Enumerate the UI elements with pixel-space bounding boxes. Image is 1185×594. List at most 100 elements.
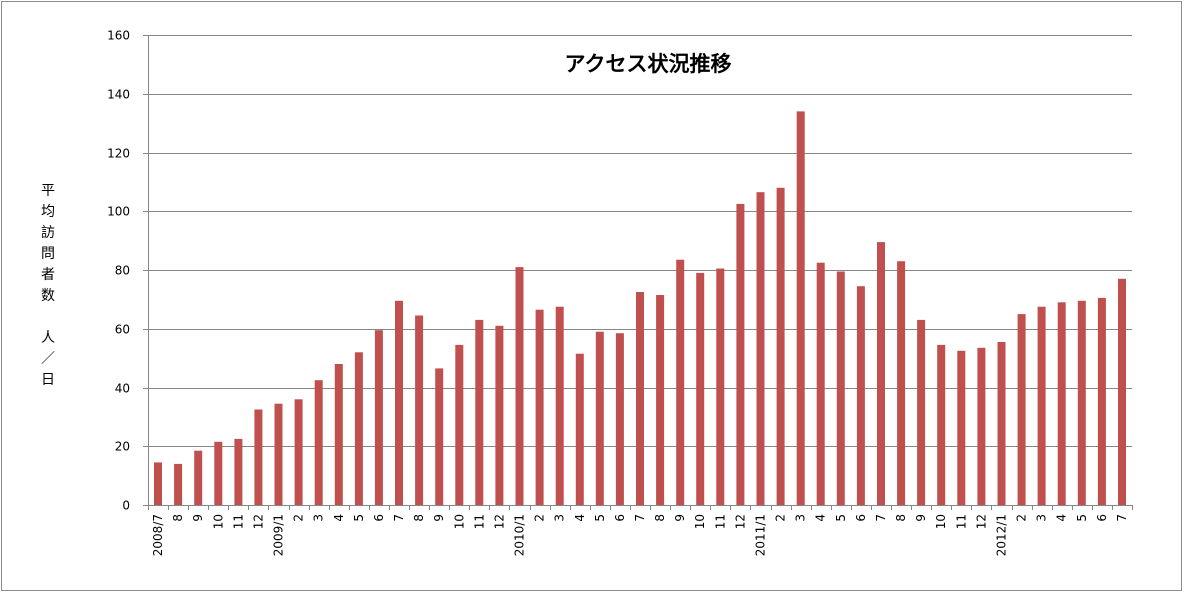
bar bbox=[1057, 302, 1066, 505]
x-tick-label: 6 bbox=[613, 514, 627, 522]
x-tick-label: 2008/7 bbox=[151, 514, 165, 556]
y-axis-label-char: ／ bbox=[41, 351, 55, 367]
x-tick-label: 2011/1 bbox=[754, 514, 768, 556]
x-tick-label: 2009/1 bbox=[272, 514, 286, 556]
bar bbox=[716, 268, 725, 505]
x-tick-label: 5 bbox=[1075, 514, 1089, 522]
bar bbox=[897, 261, 906, 505]
x-tick-label: 3 bbox=[553, 514, 567, 522]
x-tick-label: 9 bbox=[191, 514, 205, 522]
x-tick-label: 6 bbox=[854, 514, 868, 522]
bar bbox=[395, 300, 403, 505]
x-tick-label: 2 bbox=[533, 514, 547, 522]
y-tick-label: 80 bbox=[115, 264, 130, 278]
bar bbox=[575, 353, 584, 505]
x-tick-label: 10 bbox=[934, 514, 948, 529]
bar bbox=[1077, 300, 1086, 505]
bar bbox=[1037, 306, 1046, 505]
bar bbox=[334, 364, 343, 505]
x-tick-label: 12 bbox=[733, 514, 747, 529]
x-tick-label: 4 bbox=[814, 514, 828, 522]
x-tick-label: 9 bbox=[673, 514, 687, 522]
x-tick-label: 8 bbox=[412, 514, 426, 522]
bar bbox=[154, 462, 162, 505]
x-tick-label: 11 bbox=[231, 514, 245, 529]
x-tick-label: 3 bbox=[1035, 514, 1049, 522]
y-tick-labels: 0 20 40 60 80 100 120 140 160 bbox=[107, 29, 130, 513]
bar bbox=[997, 342, 1006, 505]
y-axis-label-char bbox=[41, 309, 55, 325]
x-tick-label: 6 bbox=[372, 514, 386, 522]
bar bbox=[656, 295, 665, 505]
bar bbox=[676, 259, 685, 505]
x-tick-label: 7 bbox=[392, 514, 406, 522]
y-tick-label: 40 bbox=[115, 382, 130, 396]
bar bbox=[796, 111, 805, 506]
bar bbox=[435, 368, 444, 505]
x-tick-label: 5 bbox=[834, 514, 848, 522]
bar bbox=[917, 319, 926, 505]
x-tick-label: 9 bbox=[432, 514, 446, 522]
bar bbox=[294, 399, 303, 506]
x-tick-label: 10 bbox=[452, 514, 466, 529]
x-tick-label: 7 bbox=[633, 514, 647, 522]
bar bbox=[174, 463, 183, 505]
x-tick-label: 12 bbox=[974, 514, 988, 529]
bar bbox=[856, 286, 865, 505]
bar bbox=[455, 344, 464, 505]
bar bbox=[977, 347, 986, 505]
bar bbox=[415, 315, 424, 505]
bar bbox=[615, 333, 624, 505]
bar bbox=[274, 403, 283, 505]
x-tick-label: 12 bbox=[492, 514, 506, 529]
bar bbox=[1017, 314, 1026, 505]
y-tick-label: 60 bbox=[115, 323, 130, 337]
bar bbox=[354, 352, 363, 506]
x-tick-label: 8 bbox=[653, 514, 667, 522]
bar bbox=[756, 192, 765, 505]
x-tick-label: 2 bbox=[292, 514, 306, 522]
x-tick-label: 5 bbox=[593, 514, 607, 522]
gridlines bbox=[148, 35, 1132, 447]
x-tick-labels: 2008/7 8 9 10 11 12 2009/1 2 3 4 5 6 7 8 9 10 11 12 2010/1… bbox=[151, 514, 1129, 556]
y-axis-label-char: 均 bbox=[41, 204, 55, 220]
x-tick-label: 3 bbox=[794, 514, 808, 522]
x-tick-label: 4 bbox=[332, 514, 346, 522]
bar bbox=[475, 319, 484, 505]
bar bbox=[1118, 278, 1126, 505]
x-tick-label: 4 bbox=[1055, 514, 1069, 522]
y-axis-label-char: 訪 bbox=[41, 225, 55, 241]
bar bbox=[816, 262, 825, 505]
x-tick-label: 7 bbox=[874, 514, 888, 522]
bar bbox=[254, 409, 263, 505]
bar bbox=[495, 325, 504, 505]
x-tick-label: 8 bbox=[171, 514, 185, 522]
x-tick-label: 6 bbox=[1095, 514, 1109, 522]
y-tick-label: 120 bbox=[107, 147, 130, 161]
y-axis-label-char: 者 bbox=[41, 267, 55, 283]
bar bbox=[836, 271, 845, 505]
x-tick-label: 2012/1 bbox=[995, 514, 1009, 556]
bars bbox=[154, 111, 1126, 506]
y-axis-label-char: 問 bbox=[41, 246, 55, 262]
x-tick-label: 2010/1 bbox=[513, 514, 527, 556]
bar bbox=[314, 380, 323, 505]
x-tick-label: 12 bbox=[251, 514, 265, 529]
x-tick-label: 7 bbox=[1115, 514, 1129, 522]
bar bbox=[234, 438, 243, 505]
y-axis-label-char: 平 bbox=[41, 183, 55, 199]
x-tick-label: 10 bbox=[211, 514, 225, 529]
x-tick-label: 11 bbox=[954, 514, 968, 529]
bar bbox=[957, 350, 966, 505]
bar bbox=[776, 187, 785, 506]
x-tick-label: 8 bbox=[894, 514, 908, 522]
x-tick-label: 5 bbox=[352, 514, 366, 522]
chart-title: アクセス状況推移 bbox=[565, 52, 732, 76]
axes bbox=[143, 35, 1133, 510]
x-tick-label: 10 bbox=[693, 514, 707, 529]
x-tick-label: 11 bbox=[472, 514, 486, 529]
bar bbox=[877, 242, 885, 505]
x-tick-label: 2 bbox=[774, 514, 788, 522]
